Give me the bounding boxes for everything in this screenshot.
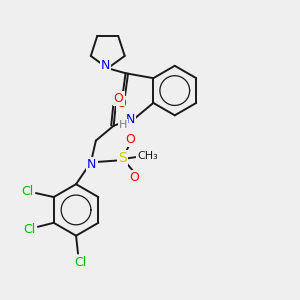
Text: O: O xyxy=(114,92,124,106)
Text: Cl: Cl xyxy=(74,256,86,269)
Text: N: N xyxy=(101,59,110,72)
Text: Cl: Cl xyxy=(23,223,35,236)
Text: N: N xyxy=(87,158,97,171)
Text: Cl: Cl xyxy=(21,184,33,198)
Text: CH₃: CH₃ xyxy=(137,152,158,161)
Text: O: O xyxy=(117,98,127,110)
Text: O: O xyxy=(126,133,136,146)
Text: S: S xyxy=(118,152,127,165)
Text: O: O xyxy=(130,171,140,184)
Text: N: N xyxy=(126,113,135,126)
Text: H: H xyxy=(118,120,127,130)
